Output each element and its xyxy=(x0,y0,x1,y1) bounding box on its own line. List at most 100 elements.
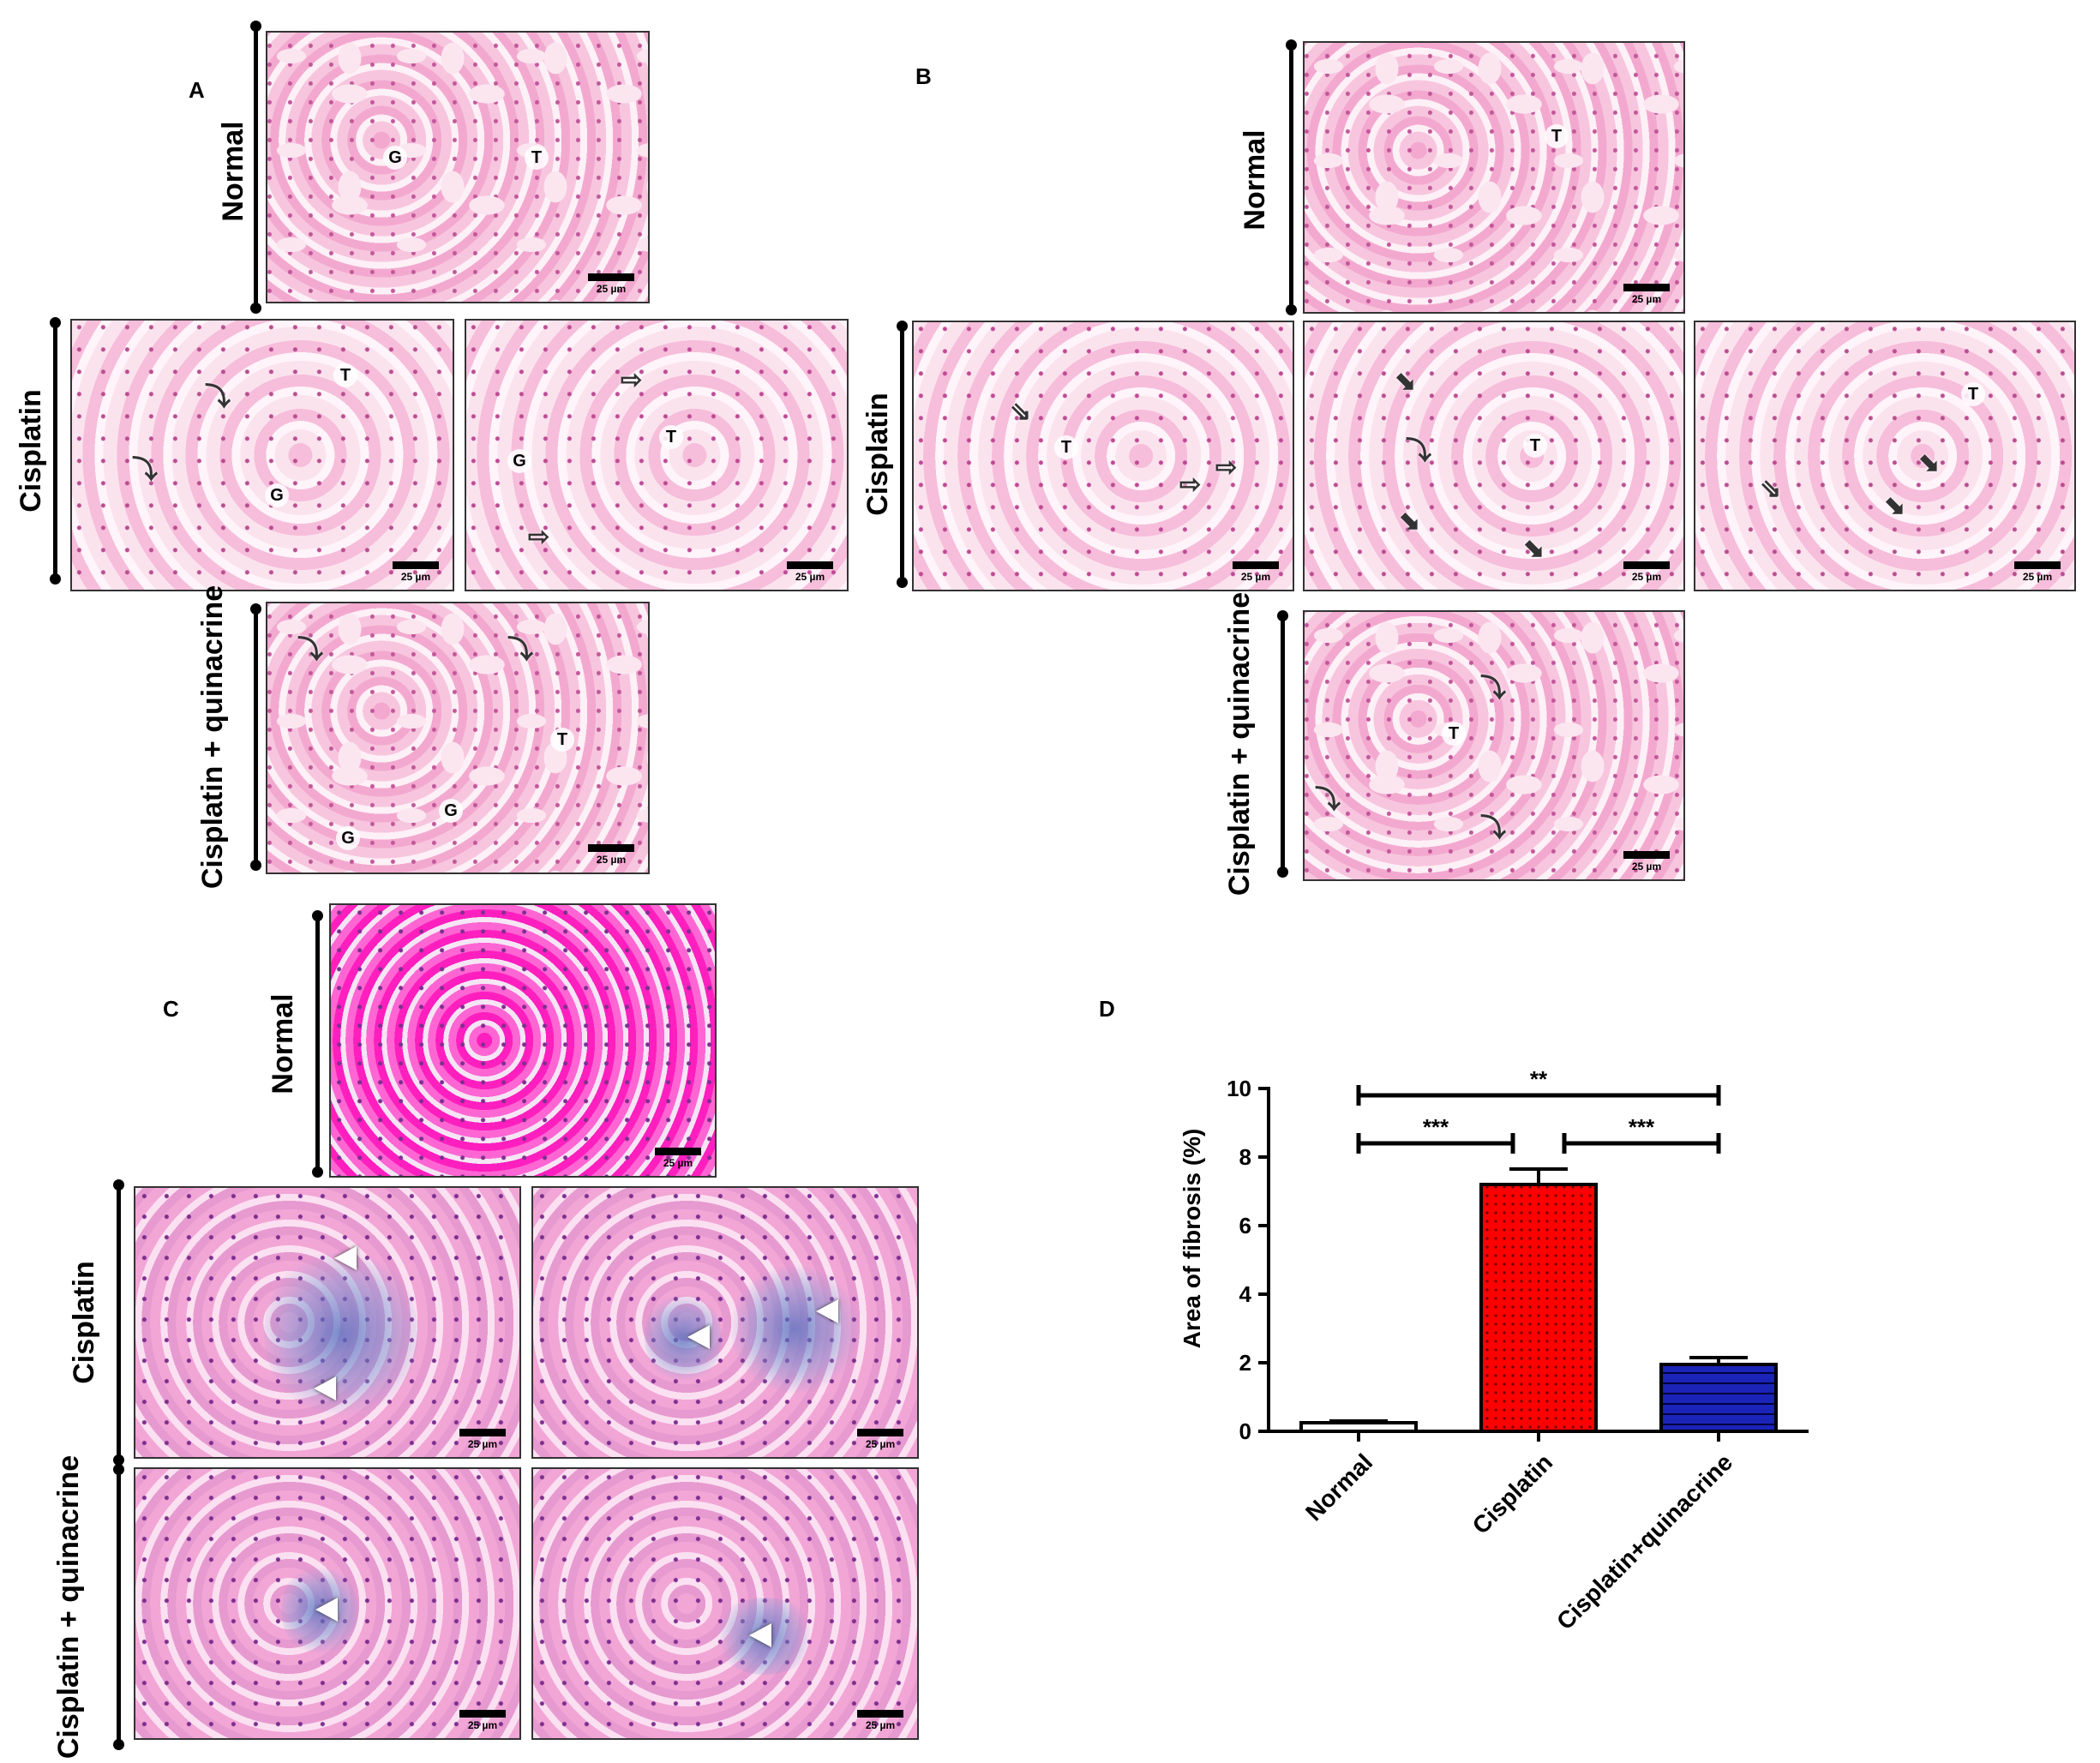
group-label-c-cisplatin: Cisplatin xyxy=(68,1261,100,1384)
arrow-icon: ⇨ xyxy=(1179,471,1202,499)
panel-label-a: A xyxy=(189,77,205,103)
scale-bar: 25 µm xyxy=(1623,284,1670,305)
y-tick-label: 0 xyxy=(1239,1418,1251,1444)
tubule-marker: T xyxy=(1961,382,1985,406)
micrograph-c-normal: 25 µm xyxy=(329,903,717,1178)
tubule-marker: T xyxy=(525,146,549,170)
curved-arrow-icon: ⤵ xyxy=(1480,675,1506,703)
scale-bar: 25 µm xyxy=(459,1429,506,1450)
scale-bar: 25 µm xyxy=(393,561,439,583)
group-label-a-cis-quin: Cisplatin + quinacrine xyxy=(196,585,229,890)
micrograph-c-cis-quin-1: 25 µm xyxy=(134,1467,521,1740)
micrograph-a-cisplatin-2: G T ⇨ ⇨ 25 µm xyxy=(465,319,849,591)
tubule-marker: T xyxy=(1442,722,1466,746)
group-bracket-b-cis-quin xyxy=(1277,610,1288,878)
group-bracket-b-cisplatin xyxy=(897,321,908,588)
group-label-c-cis-quin: Cisplatin + quinacrine xyxy=(52,1454,85,1760)
micrograph-a-normal: G T 25 µm xyxy=(266,31,650,303)
scale-bar: 25 µm xyxy=(588,844,634,866)
significance-brackets: ***** *** xyxy=(1356,1066,1721,1154)
scale-bar: 25 µm xyxy=(1623,561,1670,583)
glomerulus-marker: G xyxy=(383,146,407,170)
x-tick-label: Cisplatin+quinacrine xyxy=(1551,1448,1737,1634)
y-tick-label: 10 xyxy=(1227,1076,1251,1101)
arrow-icon: ⇨ xyxy=(621,366,643,394)
x-tick-label: Cisplatin xyxy=(1467,1448,1558,1539)
arrowhead-icon xyxy=(334,1246,357,1270)
thick-arrow-icon: ⬊ xyxy=(1395,368,1417,396)
scale-bar: 25 µm xyxy=(459,1710,506,1731)
curved-arrow-icon: ⤵ xyxy=(1315,786,1341,814)
scale-bar: 25 µm xyxy=(655,1148,701,1169)
bar xyxy=(1299,1421,1418,1433)
group-bracket-b-normal xyxy=(1286,39,1297,315)
fibrosis-patch xyxy=(730,1265,859,1394)
arrow-icon: ⇨ xyxy=(528,523,550,551)
tubule-marker: T xyxy=(1523,434,1547,458)
fibrosis-patch xyxy=(264,1248,418,1419)
chart-axes: 0 2 4 6 8 10 xyxy=(1227,1076,1809,1444)
micrograph-b-normal: T 25 µm xyxy=(1303,41,1685,314)
glomerulus-marker: G xyxy=(265,483,289,507)
arrow-icon: ⇘ xyxy=(1760,475,1782,503)
y-tick-label: 4 xyxy=(1239,1281,1252,1307)
micrograph-b-cisplatin-1: T ⇘ ⇨ ⇨ 25 µm xyxy=(912,321,1294,591)
significance-label: *** xyxy=(1629,1114,1655,1140)
fibrosis-bar-chart: 0 2 4 6 8 10 Normal CisplatinCisplatin+quinacr… xyxy=(1179,1066,1809,1635)
group-bracket-a-cis-quin xyxy=(250,603,261,871)
y-axis-label: Area of fibrosis (%) xyxy=(1179,1129,1205,1349)
curved-arrow-icon: ⤵ xyxy=(507,636,533,664)
significance-label: ** xyxy=(1530,1066,1548,1092)
bar xyxy=(1659,1363,1778,1433)
bar xyxy=(1479,1183,1598,1433)
scale-bar: 25 µm xyxy=(1233,561,1279,583)
micrograph-c-cis-quin-2: 25 µm xyxy=(531,1467,919,1740)
significance-label: *** xyxy=(1423,1114,1449,1140)
y-tick-label: 8 xyxy=(1239,1144,1251,1170)
group-label-b-normal: Normal xyxy=(1239,129,1271,231)
curved-arrow-icon: ⤵ xyxy=(1406,437,1431,465)
group-label-c-normal: Normal xyxy=(267,993,299,1094)
group-bracket-c-cisplatin xyxy=(113,1179,124,1466)
curved-arrow-icon: ⤵ xyxy=(1480,814,1506,843)
arrowhead-icon xyxy=(749,1623,771,1647)
tubule-marker: T xyxy=(1545,124,1569,148)
scale-bar: 25 µm xyxy=(588,273,634,295)
arrowhead-icon xyxy=(315,1598,338,1622)
group-label-a-normal: Normal xyxy=(217,121,249,222)
panel-label-d: D xyxy=(1099,996,1115,1022)
group-label-b-cis-quin: Cisplatin + quinacrine xyxy=(1223,591,1256,896)
micrograph-b-cis-quin: T ⤵ ⤵ ⤵ 25 µm xyxy=(1303,610,1685,881)
group-bracket-c-cis-quin xyxy=(113,1464,124,1750)
group-bracket-c-normal xyxy=(312,910,323,1178)
scale-bar: 25 µm xyxy=(857,1710,903,1731)
thick-arrow-icon: ⬊ xyxy=(1523,535,1545,563)
scale-bar: 25 µm xyxy=(857,1429,903,1450)
micrograph-b-cisplatin-2: T ⬊ ⤵ ⬊ ⬊ 25 µm xyxy=(1303,321,1685,591)
arrowhead-icon xyxy=(816,1299,838,1323)
tubule-marker: T xyxy=(550,728,574,752)
group-label-b-cisplatin: Cisplatin xyxy=(861,393,894,516)
glomerulus-marker: G xyxy=(439,799,463,823)
panel-label-c: C xyxy=(163,996,179,1022)
scale-bar: 25 µm xyxy=(1623,851,1670,873)
thick-arrow-icon: ⬊ xyxy=(1399,507,1421,536)
y-tick-label: 2 xyxy=(1239,1350,1251,1376)
micrograph-b-cisplatin-3: T ⇘ ⬊ ⬊ 25 µm xyxy=(1694,321,2076,591)
tubule-marker: T xyxy=(333,363,357,387)
glomerulus-marker: G xyxy=(336,826,360,850)
scale-bar: 25 µm xyxy=(2014,561,2061,583)
arrow-icon: ⇘ xyxy=(1010,398,1032,426)
tubule-marker: T xyxy=(1054,435,1078,459)
micrograph-c-cisplatin-1: 25 µm xyxy=(134,1186,521,1459)
curved-arrow-icon: ⤵ xyxy=(205,383,231,411)
glomerulus-marker: G xyxy=(507,449,531,473)
micrograph-a-cis-quin: T G G ⤵ ⤵ 25 µm xyxy=(266,602,650,874)
group-bracket-a-cisplatin xyxy=(50,317,61,585)
arrow-icon: ⇨ xyxy=(1215,453,1238,482)
curved-arrow-icon: ⤵ xyxy=(132,456,158,484)
x-tick-label: Normal xyxy=(1300,1448,1377,1526)
thick-arrow-icon: ⬊ xyxy=(1884,492,1906,520)
thick-arrow-icon: ⬊ xyxy=(1918,449,1941,477)
